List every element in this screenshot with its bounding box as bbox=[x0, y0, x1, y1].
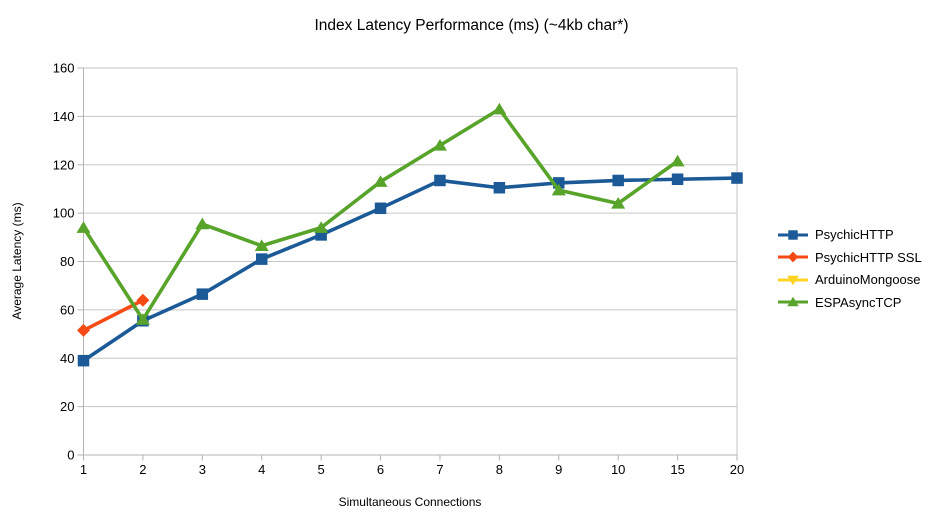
x-tick-label: 5 bbox=[318, 462, 325, 477]
legend-marker bbox=[787, 296, 799, 307]
data-point-marker-ESPAsyncTCP bbox=[670, 154, 685, 167]
x-tick-label: 9 bbox=[555, 462, 562, 477]
legend-item-PsychicHTTP SSL: PsychicHTTP SSL bbox=[777, 250, 922, 265]
data-point-marker-ESPAsyncTCP bbox=[135, 313, 150, 325]
y-tick-label: 20 bbox=[60, 399, 74, 414]
data-point-marker-ESPAsyncTCP bbox=[254, 239, 269, 251]
y-tick-label: 120 bbox=[53, 157, 75, 172]
chart-title: Index Latency Performance (ms) (~4kb cha… bbox=[314, 17, 629, 34]
data-point-marker-PsychicHTTP bbox=[671, 173, 684, 186]
legend-label: ESPAsyncTCP bbox=[815, 294, 902, 310]
y-tick-label: 60 bbox=[60, 302, 74, 317]
legend-label: PsychicHTTP SSL bbox=[815, 249, 922, 265]
legend-marker bbox=[787, 251, 799, 263]
legend-item-PsychicHTTP: PsychicHTTP bbox=[777, 227, 922, 242]
y-tick-label: 160 bbox=[53, 61, 75, 76]
y-axis-title: Average Latency (ms) bbox=[10, 202, 24, 320]
y-tick-label: 100 bbox=[53, 206, 75, 221]
data-point-marker-ESPAsyncTCP bbox=[195, 217, 210, 230]
legend-label: ArduinoMongoose bbox=[815, 272, 921, 287]
triangle-up-legend-icon bbox=[778, 296, 808, 307]
square-legend-icon bbox=[778, 229, 808, 240]
y-tick-label: 80 bbox=[60, 254, 74, 269]
x-tick-label: 7 bbox=[436, 462, 443, 477]
data-point-marker-ESPAsyncTCP bbox=[76, 221, 91, 233]
data-point-marker-PsychicHTTP bbox=[196, 288, 209, 300]
data-point-marker-ESPAsyncTCP bbox=[314, 221, 329, 233]
x-tick-label: 4 bbox=[258, 462, 265, 477]
data-point-marker-ESPAsyncTCP bbox=[373, 175, 388, 187]
x-tick-label: 8 bbox=[496, 462, 503, 477]
data-point-marker-ESPAsyncTCP bbox=[551, 183, 566, 196]
data-point-marker-PsychicHTTP SSL bbox=[136, 293, 150, 307]
x-tick-label: 20 bbox=[730, 462, 744, 477]
data-point-marker-PsychicHTTP bbox=[374, 202, 387, 215]
series-line-ESPAsyncTCP bbox=[81, 107, 680, 322]
legend-item-ArduinoMongoose: ArduinoMongoose bbox=[777, 272, 922, 287]
x-tick-label: 1 bbox=[80, 462, 87, 477]
x-axis-title: Simultaneous Connections bbox=[338, 495, 482, 509]
legend-item-ESPAsyncTCP: ESPAsyncTCP bbox=[777, 295, 922, 310]
data-point-marker-ESPAsyncTCP bbox=[492, 102, 507, 115]
legend: PsychicHTTP PsychicHTTP SSL ArduinoMongoos… bbox=[777, 227, 922, 317]
series-line-PsychicHTTP bbox=[81, 176, 739, 363]
data-point-marker-ESPAsyncTCP bbox=[611, 197, 626, 209]
data-point-marker-ESPAsyncTCP bbox=[432, 139, 447, 151]
data-point-marker-PsychicHTTP bbox=[434, 174, 446, 187]
x-tick-label: 2 bbox=[139, 462, 146, 477]
data-point-marker-PsychicHTTP SSL bbox=[77, 323, 90, 337]
x-tick-label: 10 bbox=[611, 462, 625, 477]
data-point-marker-PsychicHTTP bbox=[255, 253, 268, 265]
x-tick-label: 3 bbox=[199, 462, 206, 477]
legend-label: PsychicHTTP bbox=[815, 227, 894, 242]
diamond-legend-icon bbox=[778, 251, 808, 263]
legend-marker bbox=[787, 275, 799, 285]
y-tick-label: 140 bbox=[53, 109, 75, 124]
y-tick-label: 40 bbox=[60, 351, 74, 366]
triangle-down-legend-icon bbox=[778, 275, 808, 285]
legend-marker bbox=[788, 229, 798, 240]
x-tick-label: 6 bbox=[377, 462, 384, 477]
data-point-marker-PsychicHTTP bbox=[493, 181, 506, 194]
data-point-marker-PsychicHTTP bbox=[77, 354, 90, 367]
data-point-marker-PsychicHTTP bbox=[731, 172, 743, 184]
y-tick-label: 0 bbox=[67, 448, 74, 463]
data-point-marker-PsychicHTTP bbox=[612, 174, 624, 187]
x-tick-label: 15 bbox=[670, 462, 684, 477]
